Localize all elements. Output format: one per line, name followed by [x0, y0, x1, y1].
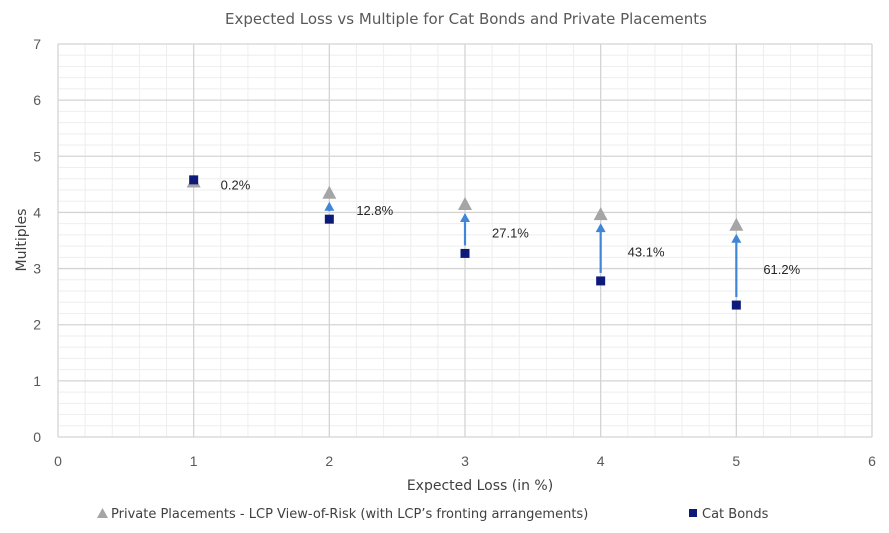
x-tick-label: 2	[325, 453, 333, 469]
x-axis-title: Expected Loss (in %)	[407, 478, 553, 494]
private-placement-marker	[322, 185, 337, 199]
gap-percentage-label: 27.1%	[492, 226, 529, 241]
cat-bond-marker	[596, 276, 606, 286]
legend-label-cat-bonds: Cat Bonds	[702, 507, 769, 522]
x-tick-label: 5	[732, 453, 740, 469]
y-tick-label: 1	[33, 373, 41, 389]
private-placement-marker	[729, 217, 744, 231]
y-tick-label: 2	[33, 317, 41, 333]
x-tick-label: 0	[54, 453, 62, 469]
private-placement-marker	[458, 197, 472, 211]
gap-percentage-label: 12.8%	[356, 203, 393, 218]
gap-arrow-head	[595, 223, 606, 233]
cat-bond-marker	[460, 248, 470, 258]
gap-arrow-head	[324, 201, 335, 211]
y-tick-label: 7	[33, 36, 41, 52]
private-placement-marker	[593, 207, 608, 221]
gap-percentage-label: 43.1%	[628, 245, 665, 260]
gap-arrows	[324, 201, 742, 298]
y-axis-title: Multiples	[14, 209, 30, 272]
gap-percentage-label: 0.2%	[221, 178, 251, 193]
x-tick-label: 6	[868, 453, 876, 469]
y-tick-label: 0	[33, 429, 41, 445]
gap-arrow-head	[731, 233, 742, 243]
legend: Private Placements - LCP View-of-Risk (w…	[97, 507, 769, 522]
series-markers	[186, 174, 744, 310]
legend-marker-private-placements	[97, 508, 108, 518]
data-labels: 0.2% 12.8% 27.1% 43.1% 61.2%	[221, 178, 801, 277]
cat-bond-marker	[324, 214, 334, 224]
cat-bond-marker	[189, 175, 199, 185]
x-tick-label: 1	[190, 453, 198, 469]
y-tick-label: 6	[33, 92, 41, 108]
gap-arrow-head	[460, 213, 470, 223]
gap-percentage-label: 61.2%	[763, 262, 800, 277]
x-tick-label: 3	[461, 453, 469, 469]
y-tick-label: 4	[33, 204, 41, 220]
y-tick-label: 3	[33, 261, 41, 277]
legend-label-private-placements: Private Placements - LCP View-of-Risk (w…	[111, 507, 588, 522]
cat-bond-marker	[731, 300, 741, 310]
y-tick-label: 5	[33, 148, 41, 164]
chart-title: Expected Loss vs Multiple for Cat Bonds …	[225, 10, 707, 28]
y-axis-ticks: 0 1 2 3 4 5 6 7	[33, 36, 41, 445]
legend-marker-cat-bonds	[689, 509, 697, 517]
x-tick-label: 4	[597, 453, 605, 469]
x-axis-ticks: 0 1 2 3 4 5 6	[54, 453, 876, 469]
